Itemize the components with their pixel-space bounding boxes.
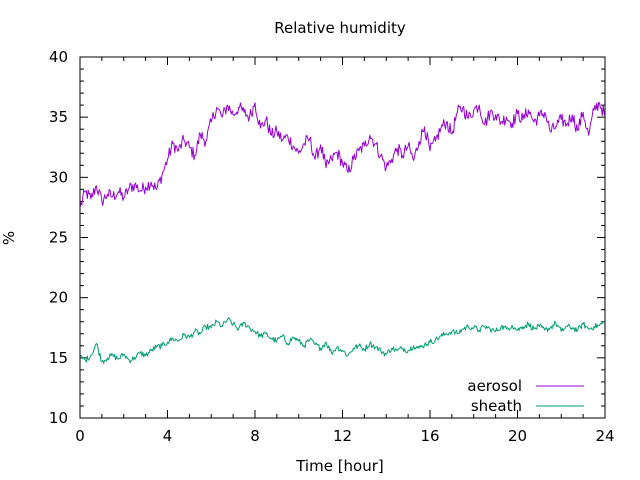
x-tick-label: 12 [333,427,352,445]
y-tick-label: 25 [49,229,68,247]
x-tick-labels: 0 4 8 12 16 20 24 [75,427,614,445]
series-line-aerosol [79,102,606,208]
y-tick-label: 35 [49,108,68,126]
y-tick-label: 10 [49,409,68,427]
chart-title: Relative humidity [274,19,406,37]
y-tick-label: 15 [49,349,68,367]
x-tick-label: 4 [163,427,173,445]
y-tick-label: 20 [49,289,68,307]
legend: aerosol sheath [467,377,584,415]
x-tick-label: 16 [420,427,439,445]
x-tick-label: 0 [75,427,85,445]
legend-label-sheath: sheath [471,397,522,415]
x-tick-label: 8 [250,427,260,445]
y-axis-label: % [0,231,18,245]
x-tick-label: 20 [508,427,527,445]
y-tick-label: 30 [49,168,68,186]
x-tick-label: 24 [595,427,614,445]
legend-label-aerosol: aerosol [467,377,522,395]
x-axis-label: Time [hour] [295,457,384,475]
plot-frame [79,56,606,419]
minor-ticks [80,57,605,418]
series-line-sheath [79,317,606,364]
series-lines [79,102,606,364]
y-tick-labels: 10 15 20 25 30 35 40 [49,48,68,427]
y-tick-label: 40 [49,48,68,66]
